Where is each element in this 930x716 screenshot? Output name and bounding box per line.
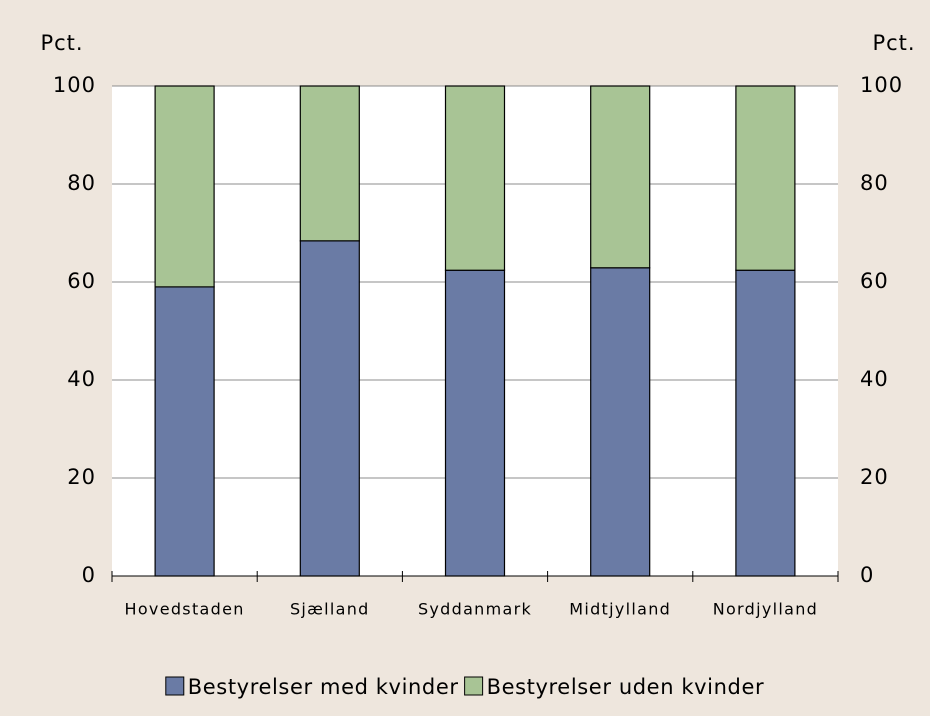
- y-tick-label: 80: [67, 171, 96, 195]
- y-tick-label: 40: [67, 367, 96, 391]
- y-axis-label: Pct.: [40, 31, 83, 55]
- y2-axis-label: Pct.: [872, 31, 915, 55]
- y2-tick-label: 40: [860, 367, 889, 391]
- y-tick-label: 100: [53, 73, 96, 97]
- y-tick-label: 20: [67, 465, 96, 489]
- bar-segment: [735, 269, 796, 577]
- y2-tick-label: 80: [860, 171, 889, 195]
- y2-tick-label: 20: [860, 465, 889, 489]
- legend-swatch: [464, 676, 484, 696]
- bar-segment: [154, 286, 215, 577]
- y2-tick-label: 0: [860, 563, 874, 587]
- x-tick-label: Nordjylland: [713, 600, 818, 619]
- bar-segment: [444, 269, 506, 577]
- legend-label: Bestyrelser med kvinder: [188, 675, 459, 699]
- y2-tick-label: 60: [860, 269, 889, 293]
- y-tick-label: 60: [67, 269, 96, 293]
- bar-segment: [590, 267, 651, 577]
- legend-label: Bestyrelser uden kvinder: [487, 675, 765, 699]
- bar-segment: [154, 85, 215, 288]
- y-tick-label: 0: [82, 563, 96, 587]
- bar-segment: [590, 85, 651, 269]
- x-tick-label: Hovedstaden: [125, 600, 245, 619]
- x-tick-label: Midtjylland: [569, 600, 671, 619]
- legend-swatch: [165, 676, 185, 696]
- x-tick-label: Syddanmark: [418, 600, 532, 619]
- bar-segment: [735, 85, 796, 271]
- y2-tick-label: 100: [860, 73, 903, 97]
- bar-segment: [299, 240, 360, 577]
- bar-segment: [299, 85, 360, 242]
- x-tick-label: Sjælland: [290, 600, 370, 619]
- bar-segment: [444, 85, 506, 271]
